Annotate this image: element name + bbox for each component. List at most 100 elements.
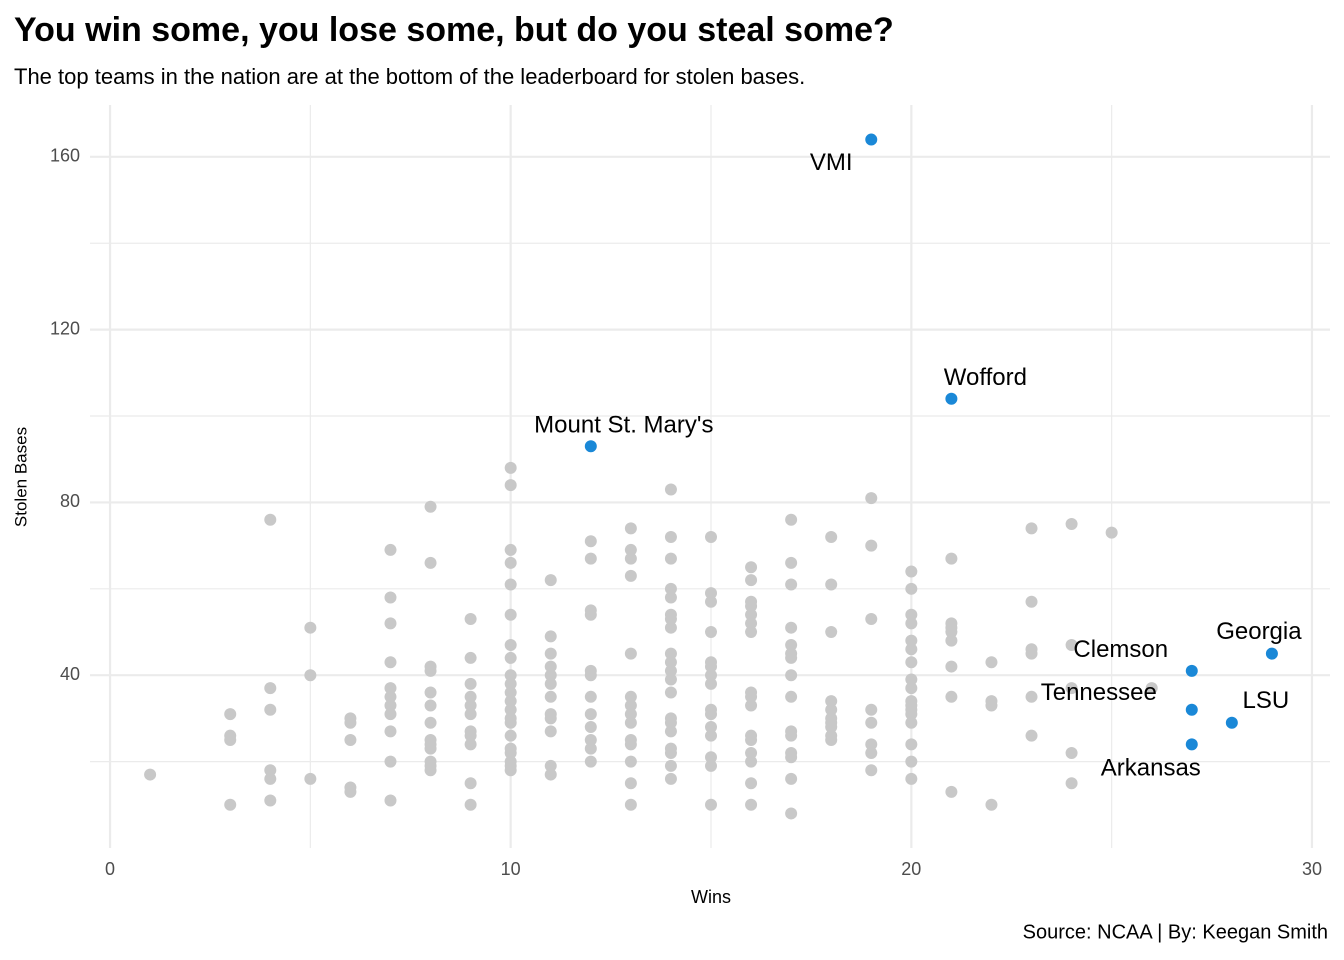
point bbox=[865, 746, 878, 759]
point bbox=[1225, 716, 1238, 729]
point bbox=[384, 699, 397, 712]
point bbox=[424, 500, 437, 513]
point bbox=[705, 530, 718, 543]
point bbox=[544, 725, 557, 738]
point bbox=[424, 716, 437, 729]
point bbox=[705, 729, 718, 742]
point-label: Arkansas bbox=[1101, 755, 1201, 782]
point bbox=[384, 617, 397, 630]
point bbox=[905, 608, 918, 621]
point bbox=[664, 621, 677, 634]
point bbox=[785, 807, 798, 820]
point bbox=[624, 699, 637, 712]
x-tick-label: 10 bbox=[501, 859, 521, 879]
point bbox=[745, 561, 758, 574]
point bbox=[825, 578, 838, 591]
point bbox=[384, 682, 397, 695]
point bbox=[624, 543, 637, 556]
point bbox=[144, 768, 157, 781]
point bbox=[1065, 682, 1078, 695]
point bbox=[504, 686, 517, 699]
y-tick-label: 160 bbox=[50, 146, 80, 166]
point bbox=[384, 591, 397, 604]
point bbox=[464, 729, 477, 742]
x-tick-label: 0 bbox=[105, 859, 115, 879]
point bbox=[464, 777, 477, 790]
point bbox=[464, 699, 477, 712]
point bbox=[504, 764, 517, 777]
point bbox=[705, 751, 718, 764]
point bbox=[905, 738, 918, 751]
point bbox=[624, 716, 637, 729]
point bbox=[624, 708, 637, 721]
point bbox=[384, 543, 397, 556]
y-tick-label: 80 bbox=[60, 491, 80, 511]
y-axis-label: Stolen Bases bbox=[11, 427, 30, 527]
point bbox=[785, 729, 798, 742]
point bbox=[664, 656, 677, 669]
point bbox=[584, 535, 597, 548]
point bbox=[504, 461, 517, 474]
point bbox=[785, 621, 798, 634]
point bbox=[745, 626, 758, 639]
point bbox=[664, 716, 677, 729]
point bbox=[865, 716, 878, 729]
point bbox=[905, 708, 918, 721]
point bbox=[504, 608, 517, 621]
point bbox=[664, 664, 677, 677]
point bbox=[1025, 690, 1038, 703]
point bbox=[584, 690, 597, 703]
point bbox=[905, 617, 918, 630]
y-tick-label: 120 bbox=[50, 318, 80, 338]
point bbox=[705, 798, 718, 811]
point bbox=[905, 673, 918, 686]
point bbox=[544, 630, 557, 643]
point bbox=[624, 552, 637, 565]
point bbox=[1145, 682, 1158, 695]
point bbox=[584, 440, 597, 453]
point bbox=[664, 552, 677, 565]
point bbox=[624, 522, 637, 535]
point bbox=[464, 613, 477, 626]
point bbox=[584, 708, 597, 721]
point bbox=[945, 660, 958, 673]
point bbox=[825, 703, 838, 716]
point bbox=[905, 565, 918, 578]
point bbox=[544, 712, 557, 725]
point-label: Georgia bbox=[1216, 618, 1302, 645]
point bbox=[785, 772, 798, 785]
point bbox=[264, 513, 277, 526]
point bbox=[865, 738, 878, 751]
point bbox=[745, 617, 758, 630]
point bbox=[504, 677, 517, 690]
point bbox=[945, 785, 958, 798]
point bbox=[264, 764, 277, 777]
point bbox=[1065, 518, 1078, 531]
point bbox=[624, 647, 637, 660]
point bbox=[584, 669, 597, 682]
point bbox=[945, 392, 958, 405]
point bbox=[504, 638, 517, 651]
point bbox=[905, 716, 918, 729]
point bbox=[344, 734, 357, 747]
point bbox=[664, 759, 677, 772]
point bbox=[424, 699, 437, 712]
point bbox=[865, 539, 878, 552]
point bbox=[544, 759, 557, 772]
point bbox=[825, 721, 838, 734]
point bbox=[745, 574, 758, 587]
point bbox=[504, 729, 517, 742]
point bbox=[705, 677, 718, 690]
point bbox=[344, 716, 357, 729]
point bbox=[424, 556, 437, 569]
x-tick-label: 30 bbox=[1302, 859, 1322, 879]
point bbox=[224, 708, 237, 721]
point bbox=[264, 682, 277, 695]
point bbox=[905, 634, 918, 647]
point bbox=[584, 755, 597, 768]
chart-title: You win some, you lose some, but do you … bbox=[14, 11, 894, 49]
point bbox=[504, 695, 517, 708]
point bbox=[624, 755, 637, 768]
point bbox=[1025, 647, 1038, 660]
